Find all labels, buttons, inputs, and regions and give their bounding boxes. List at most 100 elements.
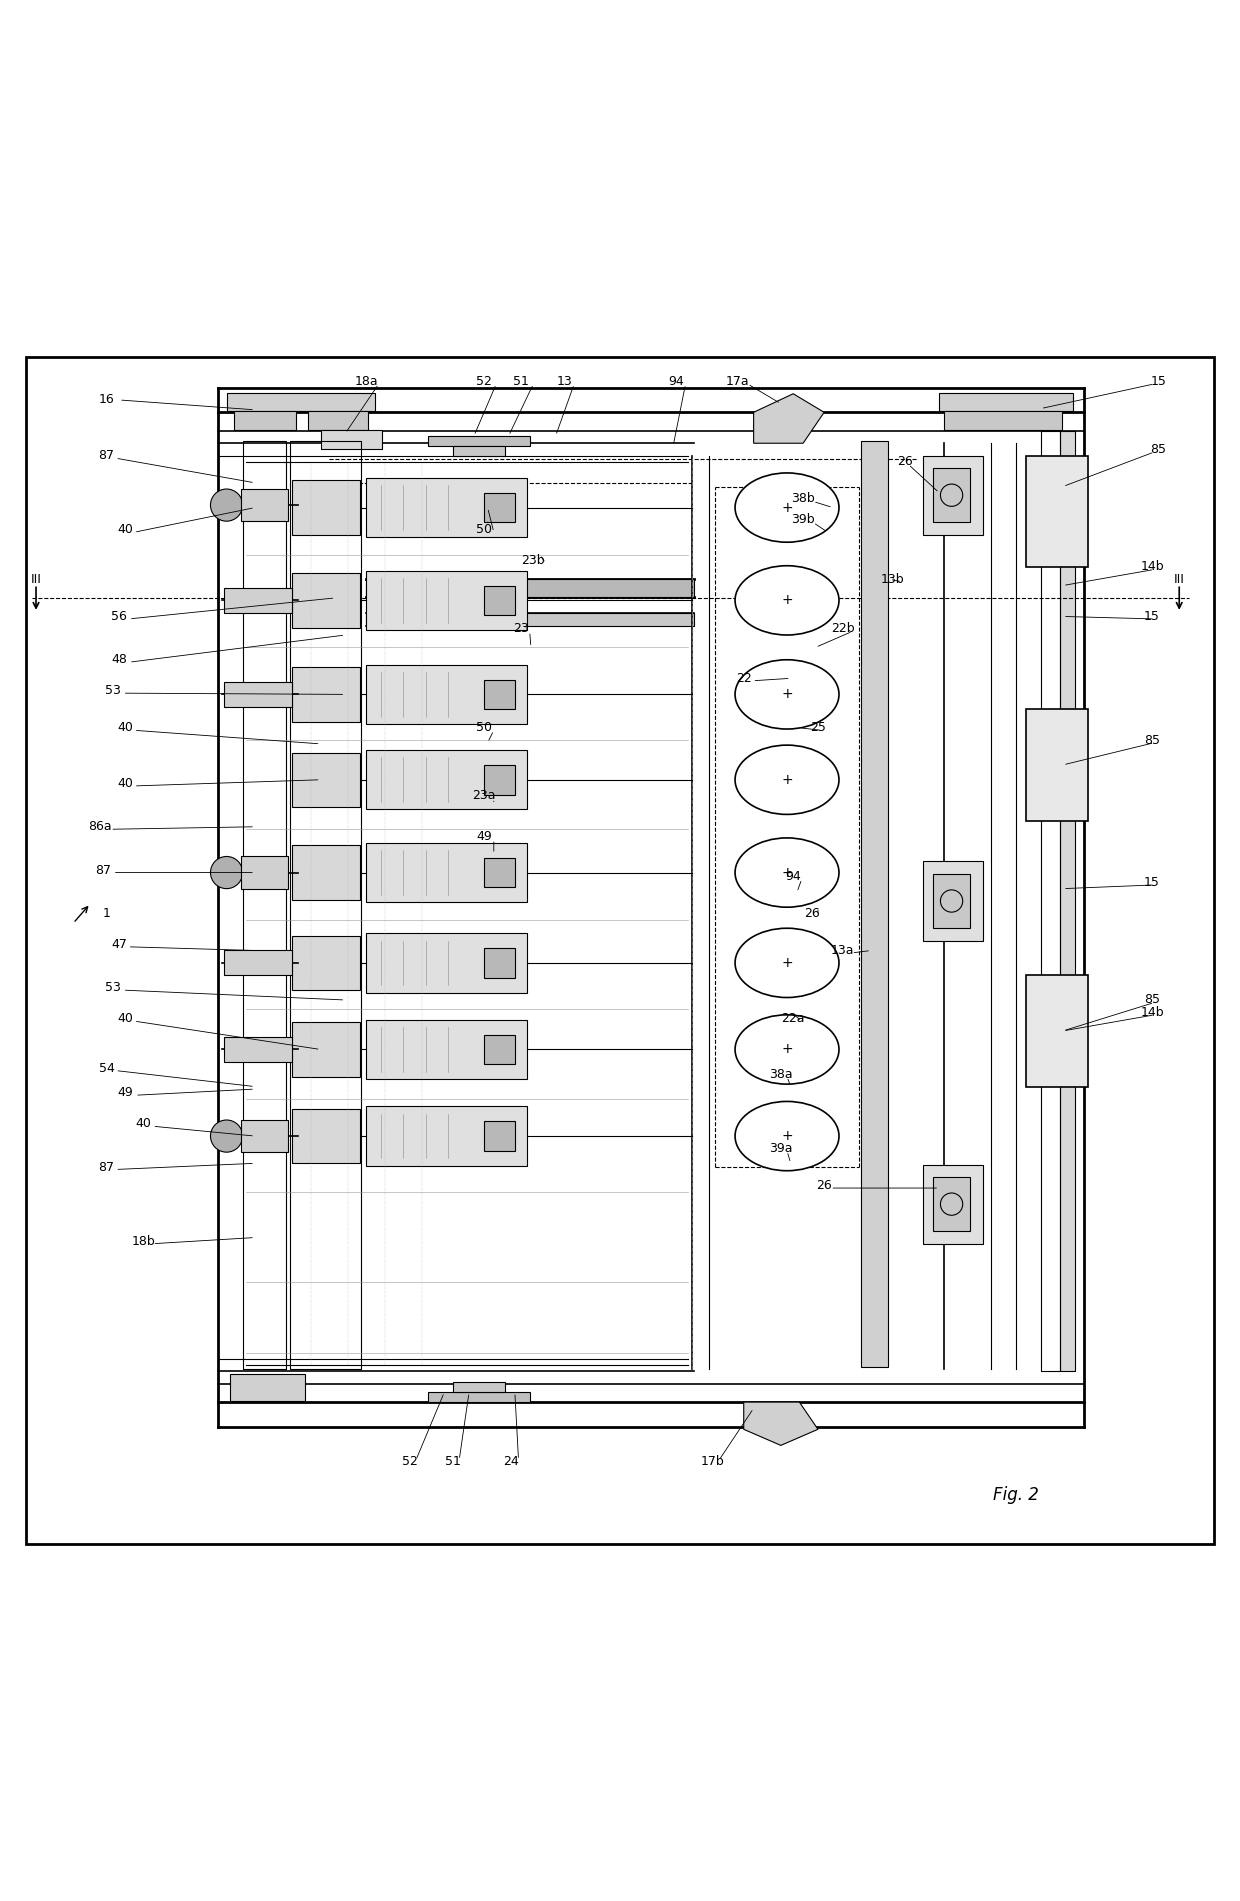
Bar (484, 679, 515, 709)
Ellipse shape (735, 928, 839, 998)
Bar (366, 580, 694, 597)
Circle shape (211, 489, 243, 521)
Bar (923, 1165, 982, 1243)
Text: 22: 22 (735, 671, 751, 684)
Text: +: + (781, 956, 792, 970)
Bar (484, 764, 515, 795)
Text: 25: 25 (810, 720, 826, 734)
Bar (366, 751, 527, 810)
Bar (293, 753, 360, 808)
Text: +: + (781, 1129, 792, 1143)
Text: 40: 40 (117, 778, 133, 791)
Polygon shape (744, 1403, 818, 1445)
Bar (309, 411, 367, 430)
Text: +: + (781, 865, 792, 880)
Text: 15: 15 (1145, 610, 1159, 624)
Bar (242, 489, 289, 521)
Text: 14b: 14b (1141, 1006, 1164, 1019)
Ellipse shape (735, 1101, 839, 1171)
Text: 87: 87 (98, 449, 114, 462)
Bar (453, 445, 505, 456)
Text: Fig. 2: Fig. 2 (993, 1487, 1039, 1504)
Bar (484, 492, 515, 523)
Bar (1025, 975, 1087, 1087)
Bar (366, 477, 527, 538)
Bar (862, 441, 889, 1367)
Bar (366, 570, 527, 629)
Text: 18a: 18a (355, 374, 378, 388)
Text: III: III (31, 572, 41, 586)
Ellipse shape (735, 1015, 839, 1084)
Text: 50: 50 (476, 720, 492, 734)
Text: 40: 40 (117, 1011, 133, 1025)
Text: 85: 85 (1145, 734, 1159, 747)
Bar (1025, 709, 1087, 821)
Text: +: + (781, 688, 792, 701)
Text: 23b: 23b (522, 555, 546, 566)
Bar (224, 1038, 293, 1063)
Text: 40: 40 (117, 720, 133, 734)
Text: 17a: 17a (725, 374, 749, 388)
Bar (1060, 432, 1075, 1371)
Bar (243, 441, 286, 1369)
Text: 85: 85 (1145, 994, 1159, 1006)
Ellipse shape (735, 566, 839, 635)
Text: 54: 54 (99, 1061, 114, 1074)
Bar (1040, 432, 1060, 1371)
Text: 87: 87 (94, 863, 110, 876)
Bar (224, 682, 293, 707)
Text: +: + (781, 500, 792, 515)
Bar (366, 1019, 527, 1080)
Text: 13b: 13b (880, 572, 904, 586)
Text: 23a: 23a (472, 789, 496, 802)
Text: 85: 85 (1151, 443, 1166, 456)
Text: 86a: 86a (88, 819, 112, 833)
Bar (453, 1382, 505, 1392)
Bar (932, 468, 970, 523)
Text: 1: 1 (103, 907, 110, 920)
Text: 51: 51 (513, 374, 529, 388)
Text: 17b: 17b (701, 1454, 724, 1468)
Ellipse shape (735, 745, 839, 814)
Text: 49: 49 (118, 1085, 133, 1099)
Text: III: III (1174, 572, 1184, 586)
Bar (366, 665, 527, 724)
Bar (293, 667, 360, 722)
Text: 38a: 38a (769, 1068, 792, 1082)
Bar (484, 1122, 515, 1150)
Ellipse shape (735, 473, 839, 542)
Text: 40: 40 (117, 523, 133, 536)
Bar (366, 842, 527, 903)
Bar (231, 1374, 305, 1401)
Text: 22b: 22b (831, 622, 854, 635)
Text: 40: 40 (135, 1118, 151, 1131)
Bar (932, 874, 970, 928)
Ellipse shape (735, 838, 839, 907)
Bar (293, 572, 360, 627)
Bar (428, 435, 529, 445)
Bar (1025, 456, 1087, 566)
Bar (293, 935, 360, 990)
Circle shape (211, 857, 243, 888)
Bar (293, 481, 360, 534)
Text: 15: 15 (1145, 876, 1159, 890)
Text: +: + (781, 593, 792, 606)
Text: 94: 94 (785, 871, 801, 882)
Bar (923, 861, 982, 941)
Text: 87: 87 (98, 1160, 114, 1173)
Bar (484, 857, 515, 888)
Text: 94: 94 (668, 374, 683, 388)
Text: 26: 26 (897, 456, 913, 468)
Bar (290, 441, 361, 1369)
Text: 24: 24 (503, 1454, 520, 1468)
Text: 52: 52 (402, 1454, 418, 1468)
Text: 39b: 39b (791, 513, 815, 527)
Bar (366, 933, 527, 992)
Circle shape (211, 1120, 243, 1152)
Bar (428, 1392, 529, 1403)
Bar (923, 456, 982, 534)
Text: 15: 15 (1151, 374, 1166, 388)
Bar (234, 411, 296, 430)
Text: 13: 13 (557, 374, 572, 388)
Bar (939, 392, 1073, 411)
